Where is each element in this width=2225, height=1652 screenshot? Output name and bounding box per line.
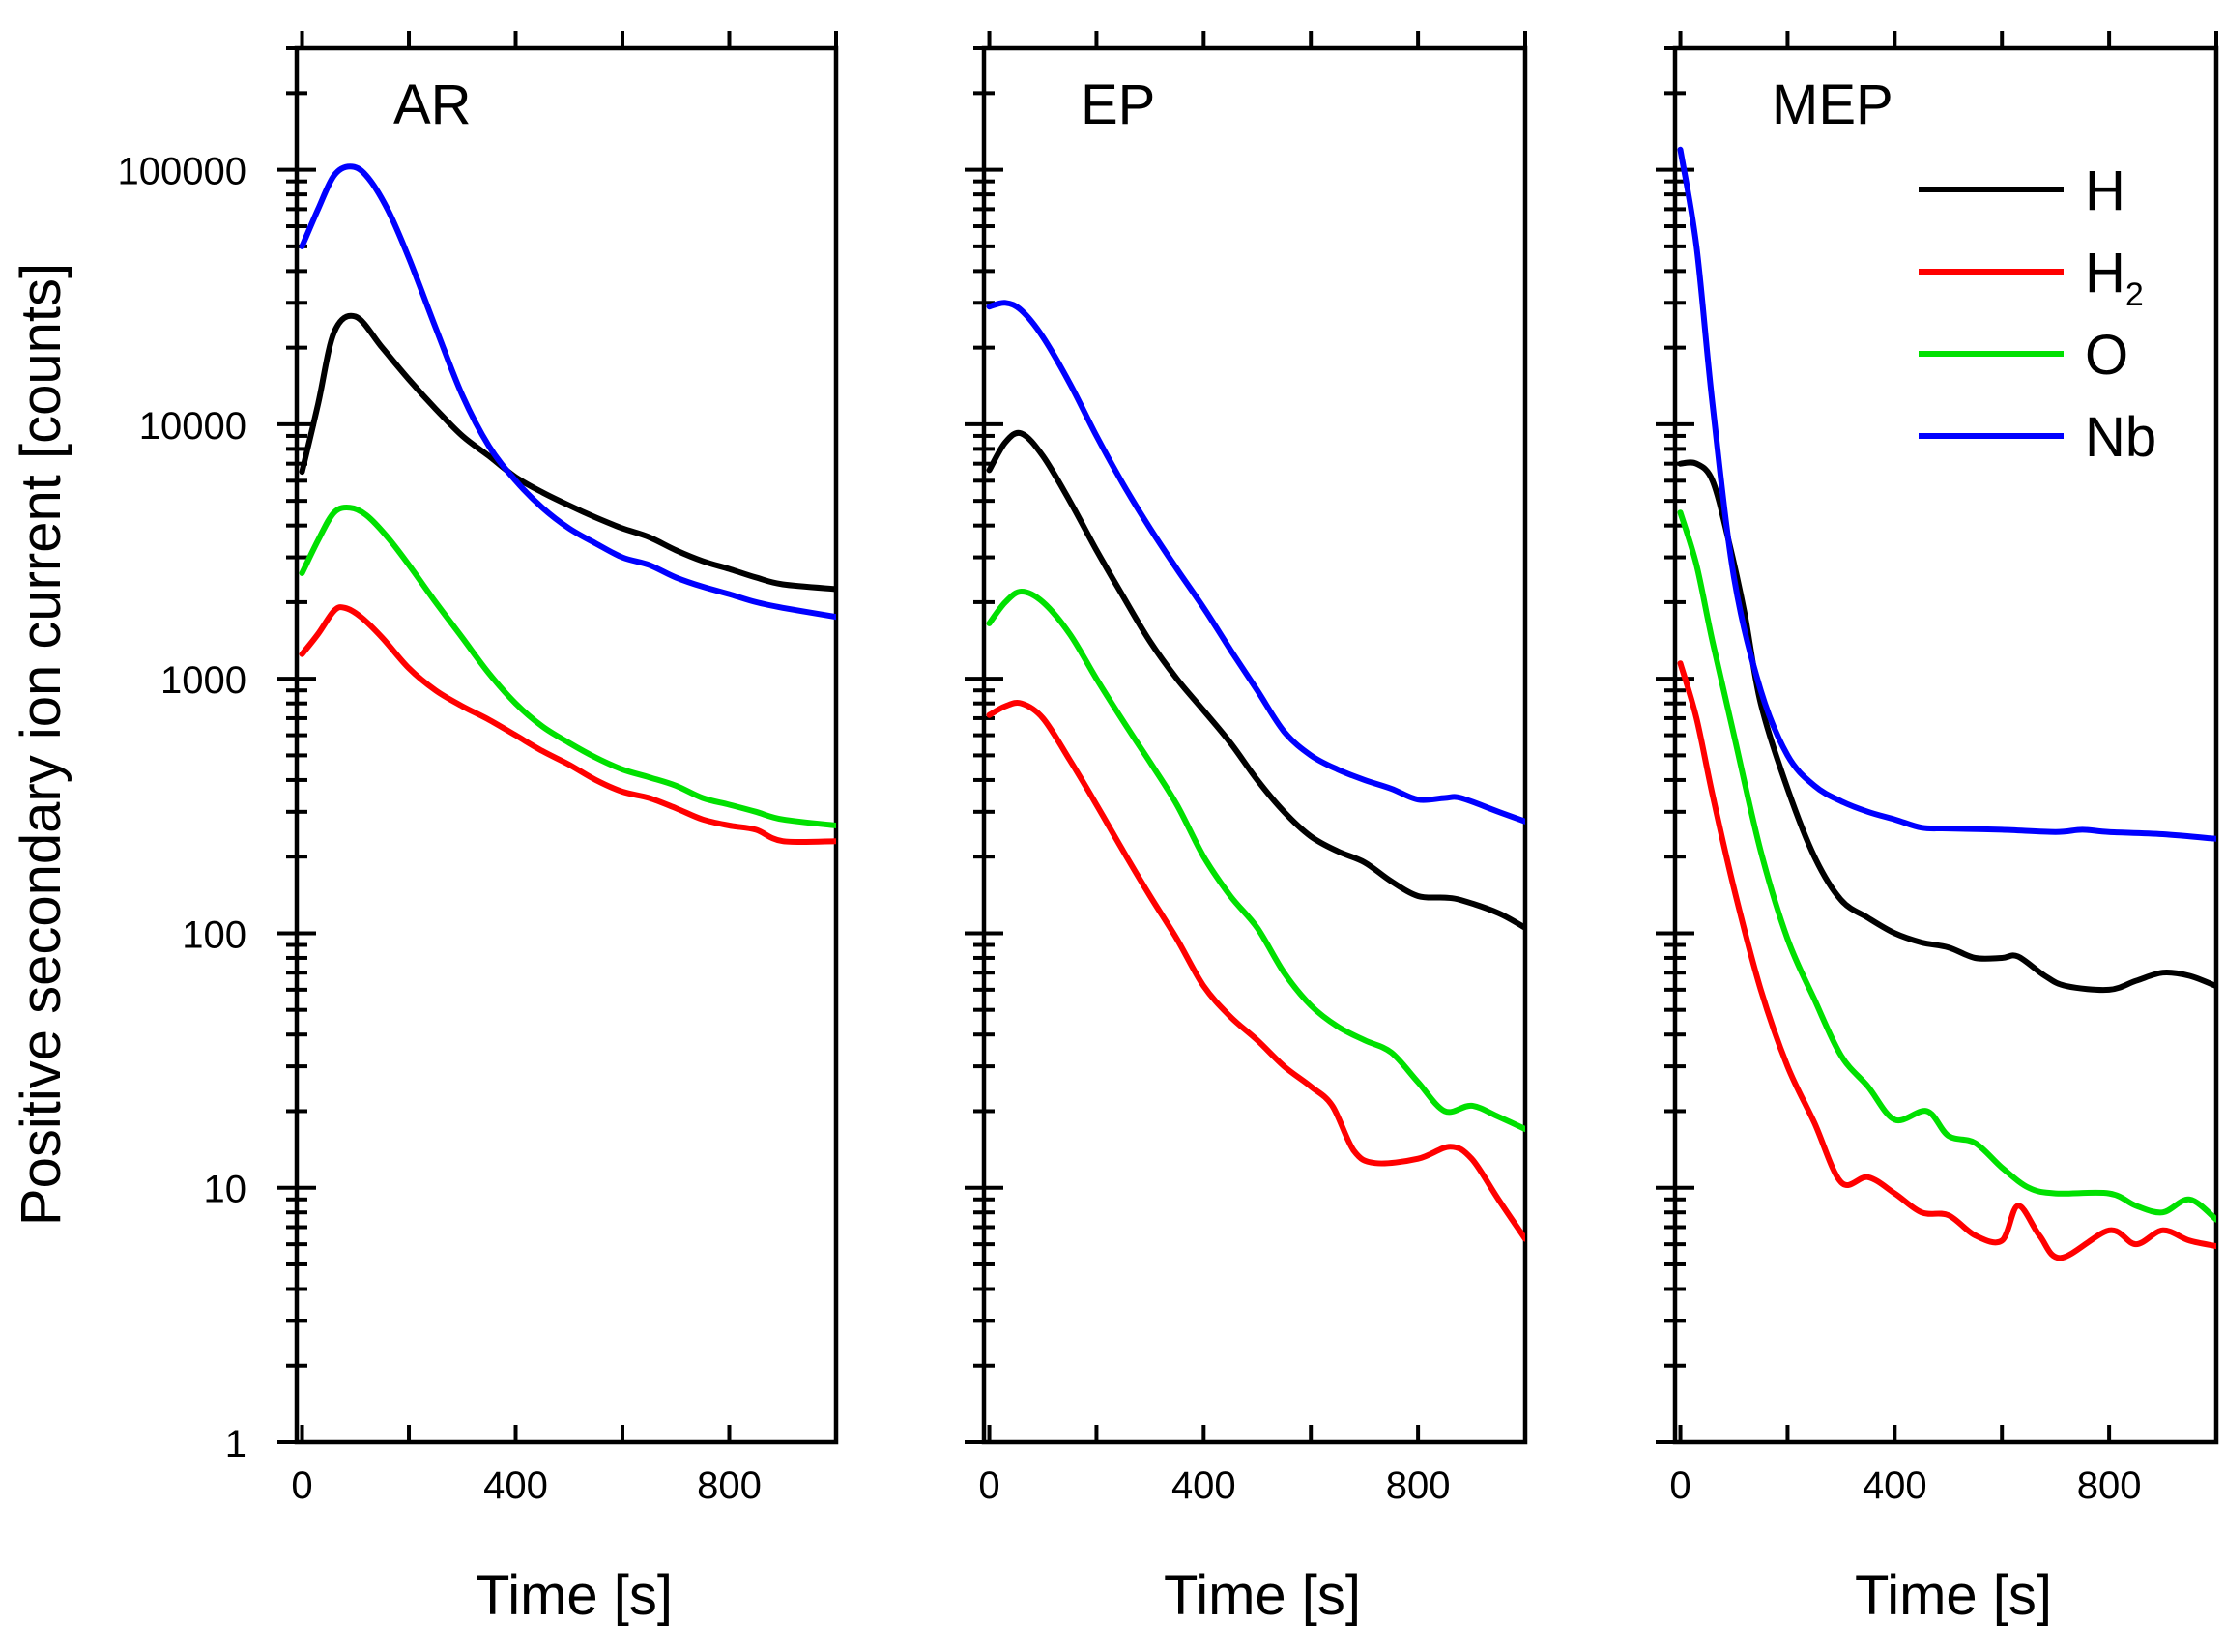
y-tick-label: 100 [182,913,246,956]
legend-label-4: Nb [2085,406,2156,469]
series-group [299,163,836,846]
y-tick-label: 10000 [139,405,246,448]
x-tick-label: 400 [1171,1464,1236,1507]
legend-label-3: O [2085,324,2128,387]
series-h [299,312,836,593]
legend-label-2: H2 [2085,242,2144,313]
y-axis-title: Positive secondary ion current [counts] [10,263,72,1226]
legend-subscript: 2 [2125,276,2144,313]
series-h [986,429,1525,931]
plot-frame [981,45,1528,1445]
x-axis-title: Time [s] [1164,1564,1361,1627]
x-tick-label: 400 [483,1464,548,1507]
panel-title: EP [1081,73,1155,136]
series-o [1677,509,2216,1223]
series-h2 [1677,660,2216,1261]
panel-mep: 0 400 800 Time [s] MEP [1656,31,2219,1627]
series-h [1677,459,2216,994]
y-tick-label: 1000 [160,659,246,702]
y-tick-label: 1 [225,1423,246,1465]
series-h2 [986,699,1525,1242]
y-tick-label: 10 [204,1169,247,1211]
x-tick-label: 800 [1386,1464,1451,1507]
y-tick-label: 100000 [118,151,246,193]
x-tick-label: 0 [1669,1464,1690,1507]
legend-label-1: H [2085,159,2125,222]
panel-title: MEP [1772,73,1893,136]
panel-title: AR [393,73,472,136]
x-tick-label: 0 [291,1464,312,1507]
series-group [1677,146,2216,1261]
panel-ep: 0 400 800 Time [s] EP [965,31,1528,1627]
x-tick-label: 800 [697,1464,762,1507]
series-o [986,589,1525,1133]
series-o [299,505,836,828]
series-h2 [299,604,836,846]
legend: H H2 O Nb [1919,159,2156,469]
x-tick-label: 0 [978,1464,999,1507]
series-nb [1677,146,2216,842]
series-nb [986,300,1525,825]
panel-ar: 0 400 800 1 10 100 1000 10000 100000 Time [s] AR [118,31,839,1627]
x-axis-title: Time [s] [1855,1564,2052,1627]
x-tick-label: 800 [2077,1464,2142,1507]
x-tick-label: 400 [1863,1464,1927,1507]
series-nb [299,163,836,621]
series-group [986,300,1525,1242]
plot-frame [294,45,839,1445]
x-axis-title: Time [s] [476,1564,673,1627]
plot-frame [1672,45,2219,1445]
